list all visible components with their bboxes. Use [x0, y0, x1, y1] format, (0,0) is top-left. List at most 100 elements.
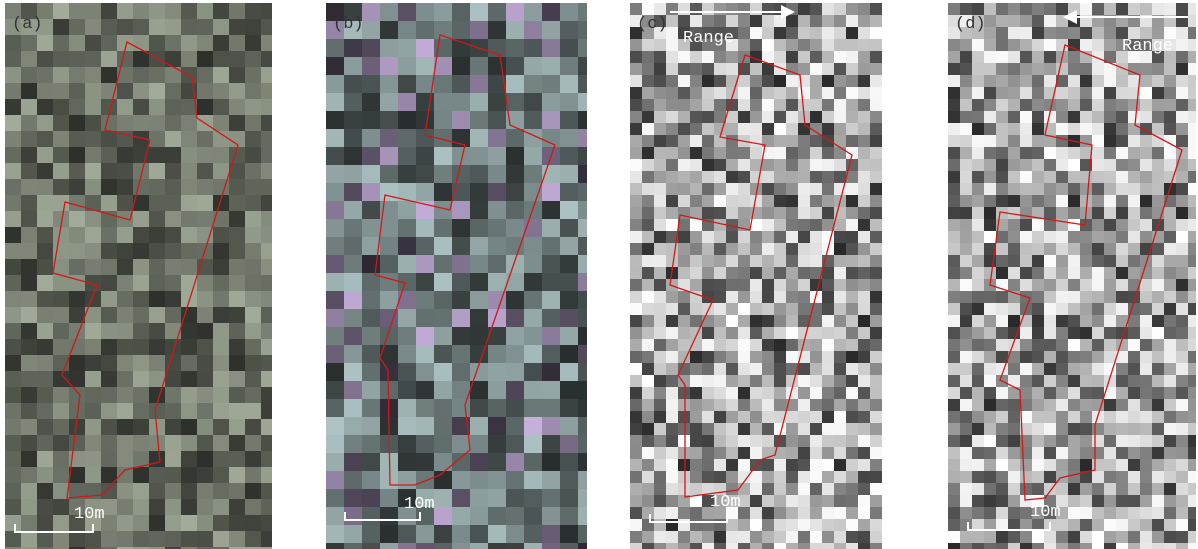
pixel [972, 507, 984, 519]
pixel [434, 291, 452, 309]
pixel [714, 543, 726, 549]
pixel [434, 309, 452, 327]
pixel [750, 447, 762, 459]
pixel [101, 195, 117, 211]
pixel [996, 315, 1008, 327]
pixel [245, 531, 261, 547]
pixel [798, 267, 810, 279]
pixel [101, 339, 117, 355]
pixel [560, 345, 578, 363]
pixel [1140, 219, 1152, 231]
pixel [344, 39, 362, 57]
pixel [398, 345, 416, 363]
pixel [326, 255, 344, 273]
pixel [1152, 543, 1164, 549]
pixel [85, 179, 101, 195]
pixel [960, 39, 972, 51]
pixel [181, 435, 197, 451]
pixel [1092, 483, 1104, 495]
pixel [786, 255, 798, 267]
pixel [1008, 111, 1020, 123]
pixel [798, 459, 810, 471]
pixel [774, 207, 786, 219]
pixel [117, 243, 133, 259]
pixel [690, 99, 702, 111]
pixel [858, 423, 870, 435]
pixel [834, 87, 846, 99]
pixel [380, 57, 398, 75]
pixel [810, 27, 822, 39]
pixel [666, 27, 678, 39]
pixel [972, 543, 984, 549]
pixel [1128, 327, 1140, 339]
pixel [85, 467, 101, 483]
pixel [984, 231, 996, 243]
pixel [1128, 231, 1140, 243]
pixel [984, 339, 996, 351]
pixel [434, 507, 452, 525]
pixel [834, 147, 846, 159]
pixel [984, 111, 996, 123]
pixel [1092, 435, 1104, 447]
pixel [972, 291, 984, 303]
pixel [834, 411, 846, 423]
pixel [488, 453, 506, 471]
pixel [726, 183, 738, 195]
pixel [149, 147, 165, 163]
pixel [798, 63, 810, 75]
pixel [1068, 363, 1080, 375]
pixel [1152, 243, 1164, 255]
pixel [666, 387, 678, 399]
pixel [1068, 231, 1080, 243]
pixel [53, 99, 69, 115]
pixel [69, 467, 85, 483]
pixel [1068, 87, 1080, 99]
pixel [560, 273, 578, 291]
pixel [229, 3, 245, 19]
pixel [149, 227, 165, 243]
pixel [326, 291, 344, 309]
pixel [666, 399, 678, 411]
pixel [774, 99, 786, 111]
pixel [229, 67, 245, 83]
pixel [654, 207, 666, 219]
pixel [960, 291, 972, 303]
pixel [726, 195, 738, 207]
pixel [165, 291, 181, 307]
pixel [181, 499, 197, 515]
pixel [1044, 351, 1056, 363]
pixel [578, 525, 587, 543]
pixel [846, 255, 858, 267]
pixel [1068, 399, 1080, 411]
pixel [810, 495, 822, 507]
pixel [726, 123, 738, 135]
pixel [133, 243, 149, 259]
pixel [666, 447, 678, 459]
pixel [1044, 363, 1056, 375]
pixel [1056, 315, 1068, 327]
pixel [181, 483, 197, 499]
pixel [690, 219, 702, 231]
pixel [948, 123, 960, 135]
pixel [1068, 243, 1080, 255]
pixel [714, 531, 726, 543]
pixel [846, 87, 858, 99]
pixel [245, 403, 261, 419]
pixel [702, 243, 714, 255]
pixel [996, 27, 1008, 39]
pixel [870, 111, 882, 123]
pixel [1008, 315, 1020, 327]
pixel [1020, 123, 1032, 135]
pixel [762, 231, 774, 243]
pixel [1008, 219, 1020, 231]
pixel [470, 3, 488, 21]
pixel [858, 147, 870, 159]
pixel [678, 327, 690, 339]
pixel [738, 267, 750, 279]
pixel [1176, 195, 1188, 207]
pixel [702, 111, 714, 123]
pixel [398, 525, 416, 543]
pixel [630, 315, 642, 327]
pixel [1032, 375, 1044, 387]
pixel [762, 303, 774, 315]
